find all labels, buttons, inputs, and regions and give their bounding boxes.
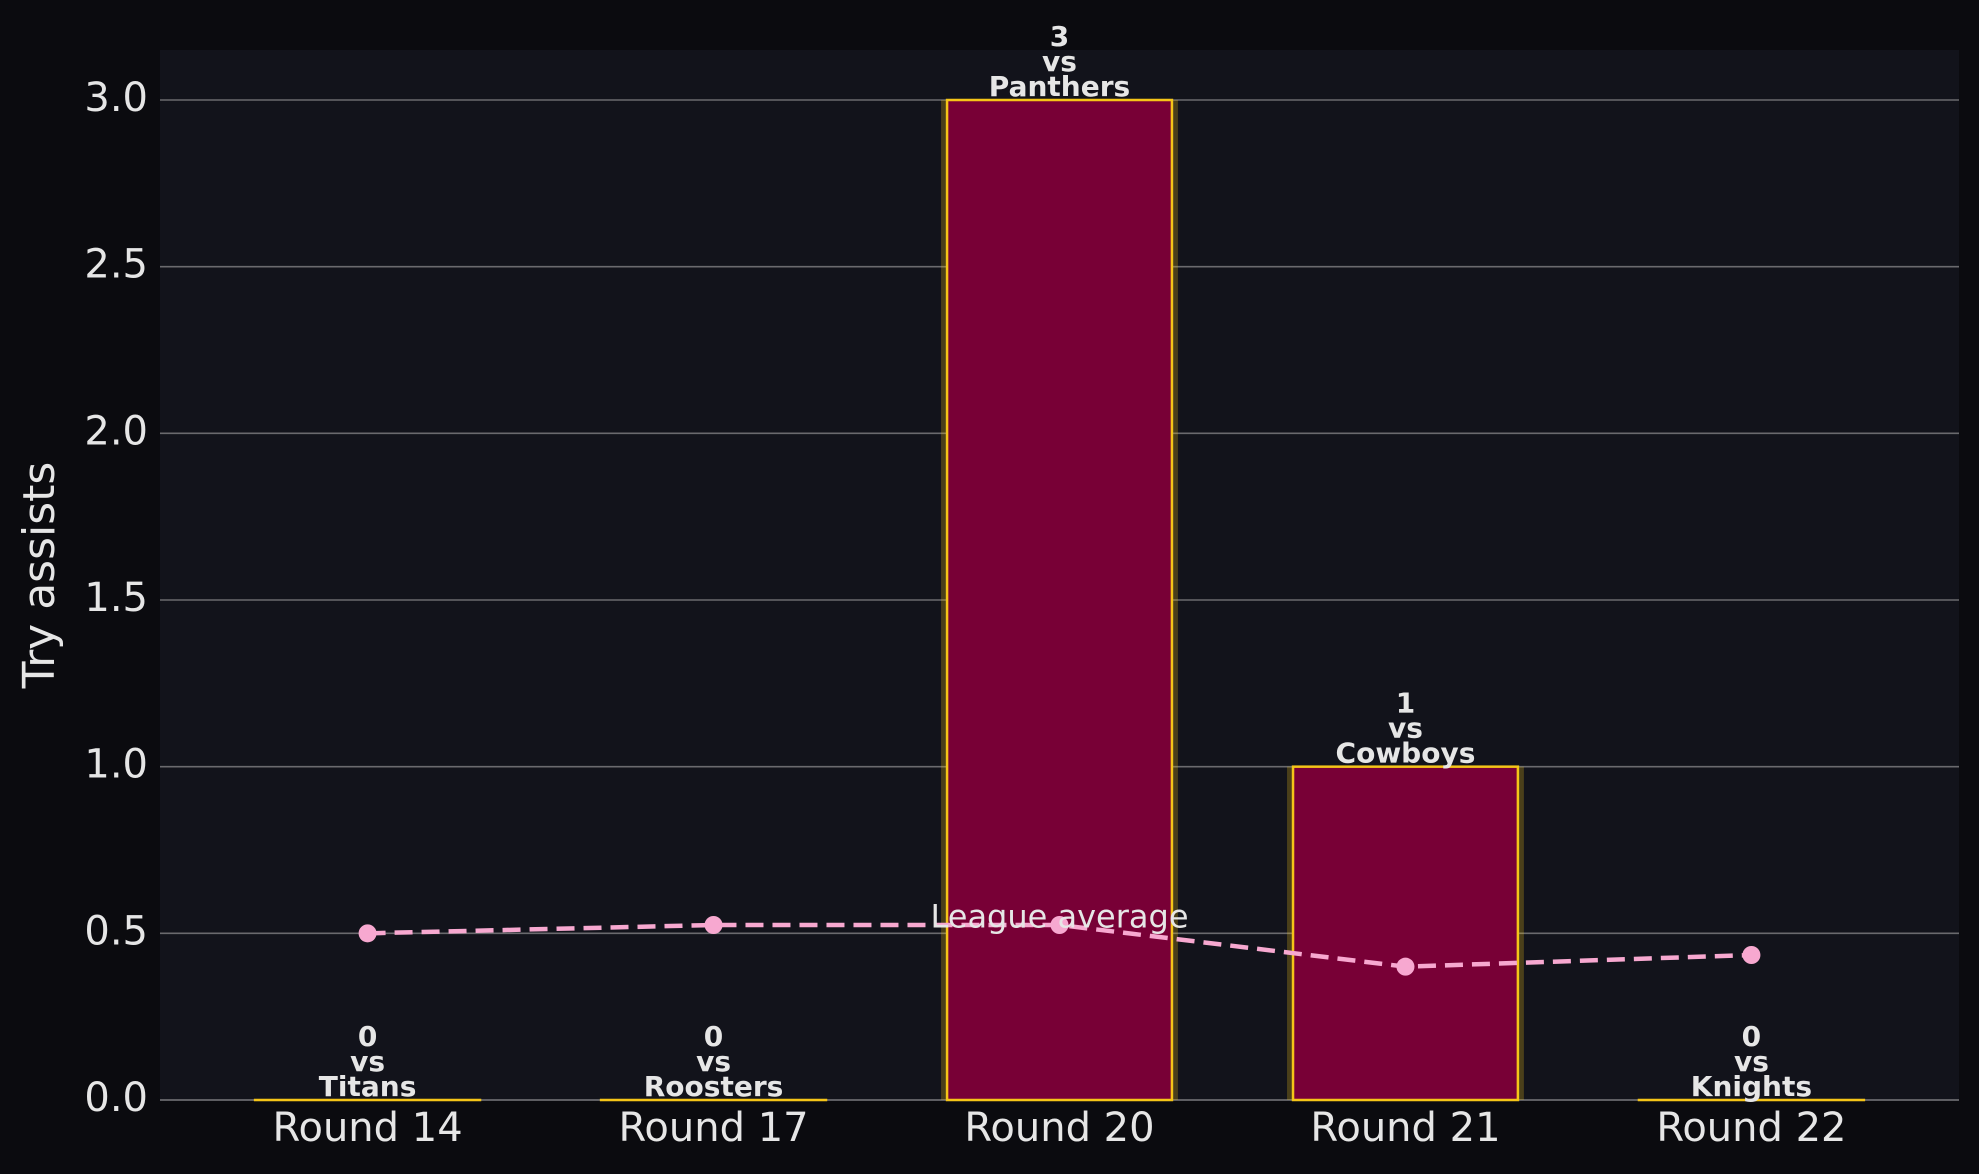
y-tick-label: 2.5 (84, 242, 148, 288)
bar (945, 98, 1174, 1102)
x-tick-label: Round 21 (1310, 1105, 1500, 1151)
data-label: 0 vs Knights (1691, 1020, 1812, 1103)
data-label: 3 vs Panthers (989, 20, 1130, 103)
data-label: 1 vs Cowboys (1336, 687, 1476, 770)
bar (1291, 765, 1520, 1102)
line-point (1742, 946, 1761, 964)
x-tick-label: Round 14 (272, 1105, 462, 1151)
x-tick-label: Round 17 (618, 1105, 808, 1151)
x-tick-label: Round 20 (964, 1105, 1154, 1151)
line-point (358, 924, 377, 943)
line-point (1396, 957, 1415, 976)
y-tick-label: 2.0 (84, 408, 148, 454)
x-tick-label: Round 22 (1656, 1105, 1846, 1151)
line-point (1050, 916, 1069, 934)
y-tick-label: 1.0 (84, 742, 148, 788)
y-tick-label: 0.0 (84, 1075, 148, 1121)
y-tick-label: 1.5 (84, 575, 148, 621)
annotation: League average (930, 898, 1188, 936)
y-tick-label: 3.0 (84, 75, 148, 121)
data-label: 0 vs Roosters (644, 1020, 784, 1103)
line-point (704, 916, 723, 934)
data-label: 0 vs Titans (319, 1020, 417, 1103)
y-axis-label: Try assists (14, 462, 65, 690)
y-tick-label: 0.5 (84, 908, 148, 954)
